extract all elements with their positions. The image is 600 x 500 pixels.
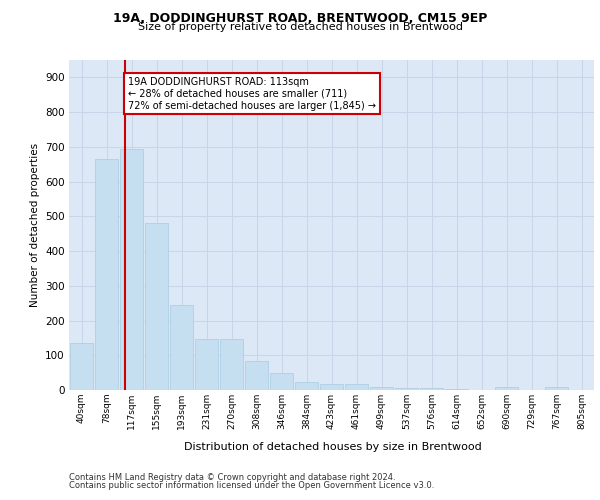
Bar xyxy=(395,388,418,390)
Bar xyxy=(295,382,318,390)
Bar xyxy=(495,387,518,390)
Bar xyxy=(420,388,443,390)
Text: Distribution of detached houses by size in Brentwood: Distribution of detached houses by size … xyxy=(184,442,482,452)
Bar xyxy=(270,374,293,390)
Bar xyxy=(170,305,193,390)
Text: 19A DODDINGHURST ROAD: 113sqm
← 28% of detached houses are smaller (711)
72% of : 19A DODDINGHURST ROAD: 113sqm ← 28% of d… xyxy=(128,78,376,110)
Y-axis label: Number of detached properties: Number of detached properties xyxy=(29,143,40,307)
Text: Size of property relative to detached houses in Brentwood: Size of property relative to detached ho… xyxy=(137,22,463,32)
Bar xyxy=(120,148,143,390)
Text: 19A, DODDINGHURST ROAD, BRENTWOOD, CM15 9EP: 19A, DODDINGHURST ROAD, BRENTWOOD, CM15 … xyxy=(113,12,487,26)
Bar xyxy=(70,343,93,390)
Bar xyxy=(345,384,368,390)
Bar xyxy=(545,387,568,390)
Bar xyxy=(370,387,393,390)
Text: Contains public sector information licensed under the Open Government Licence v3: Contains public sector information licen… xyxy=(69,481,434,490)
Bar xyxy=(245,361,268,390)
Bar xyxy=(95,159,118,390)
Bar xyxy=(320,384,343,390)
Bar xyxy=(145,224,168,390)
Bar xyxy=(195,339,218,390)
Text: Contains HM Land Registry data © Crown copyright and database right 2024.: Contains HM Land Registry data © Crown c… xyxy=(69,472,395,482)
Bar xyxy=(220,339,243,390)
